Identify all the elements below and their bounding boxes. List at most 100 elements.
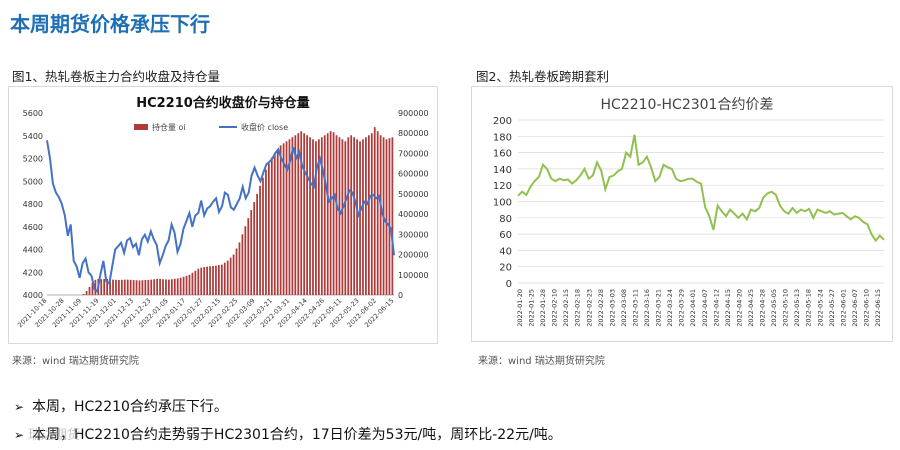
- chart1-oi-bar: [320, 137, 323, 295]
- chart2-x-tick: 2022-06-15: [874, 289, 882, 327]
- chart1-oi-bar: [118, 280, 120, 295]
- chart1-oi-bar: [85, 290, 88, 295]
- chart1-y-right-tick: 500000: [398, 190, 429, 199]
- chart1-y-right-tick: 0: [398, 291, 403, 300]
- chart1-oi-bar: [88, 286, 91, 295]
- chart1-oi-bar: [335, 135, 338, 295]
- chart1-oi-bar: [223, 262, 226, 295]
- chart1-oi-bar: [276, 149, 279, 295]
- chart1-y-left-tick: 5600: [23, 109, 43, 118]
- chart1-oi-bar: [315, 141, 317, 295]
- chart1-y-left-tick: 4800: [23, 200, 43, 209]
- chart1-y-right-tick: 300000: [398, 230, 429, 239]
- chart1-oi-bar: [241, 234, 244, 295]
- chart2-x-tick: 2022-05-24: [816, 289, 824, 327]
- chart2-x-tick: 2022-05-18: [805, 289, 813, 327]
- chart2-x-tick: 2022-02-18: [574, 289, 582, 327]
- chart1-oi-bar: [285, 141, 288, 295]
- chart1-oi-bar: [129, 279, 132, 295]
- chart1-y-left-tick: 5400: [23, 132, 43, 141]
- chart2-x-tick: 2022-03-16: [643, 289, 651, 327]
- chart1-title: HC2210合约收盘价与持仓量: [136, 95, 310, 111]
- chart2-source: 来源：wind 瑞达期货研究院: [478, 356, 605, 367]
- chart1-y-left-tick: 4000: [23, 291, 43, 300]
- chart1-oi-bar: [326, 133, 329, 295]
- chart1-oi-bar: [297, 133, 300, 295]
- chart1-oi-bar: [347, 137, 350, 295]
- watermark: 瑞达期货: [28, 428, 81, 443]
- chart2-x-tick: 2022-02-15: [562, 289, 570, 327]
- chart1-oi-bar: [262, 177, 264, 295]
- chart2-x-tick: 2022-02-10: [551, 289, 559, 327]
- chart1-oi-bar: [279, 145, 282, 295]
- chart2-spread-line: [517, 134, 885, 243]
- chart1-oi-bar: [194, 270, 197, 295]
- chart1-oi-bar: [100, 279, 103, 295]
- chart1-y-right-tick: 700000: [398, 149, 429, 158]
- chart1-oi-bar: [156, 278, 159, 295]
- chart2-x-tick: 2022-05-10: [782, 289, 790, 327]
- chart1-oi-bar: [256, 193, 258, 295]
- chart1-oi-bar: [291, 137, 294, 295]
- chart1-oi-bar: [300, 131, 303, 295]
- chart1-oi-bar: [288, 139, 291, 295]
- chart2-panel: HC2210-HC2301合约价差 200 180 160 140 120 100 80 60 4…: [471, 86, 893, 342]
- chart1-oi-bar: [123, 279, 126, 295]
- chart1-oi-bar: [232, 254, 235, 295]
- chart1-oi-bar: [188, 274, 191, 295]
- chart1-oi-bar: [270, 157, 273, 295]
- chart1-oi-bar: [165, 279, 167, 295]
- chart1-oi-bar: [200, 267, 203, 295]
- bullet-1: ➢ 本周，HC2210合约承压下行。: [14, 396, 228, 416]
- chart1-oi-bar: [120, 279, 123, 295]
- chart1-oi-bar: [267, 163, 270, 295]
- bullet-arrow-icon: ➢: [14, 428, 25, 442]
- chart1-oi-bar: [303, 133, 306, 295]
- chart1-oi-bar: [144, 280, 147, 295]
- chart1-oi-bar: [159, 278, 161, 295]
- chart1-oi-bar: [162, 279, 164, 295]
- chart1-oi-bar: [376, 131, 379, 295]
- chart1-oi-bar: [253, 201, 256, 295]
- chart1-oi-bar: [356, 139, 358, 295]
- chart1-oi-bar: [170, 279, 173, 295]
- chart1-oi-bar: [323, 135, 326, 295]
- chart2-x-tick: 2022-06-07: [851, 289, 859, 327]
- chart1-oi-bar: [247, 218, 250, 295]
- chart1-oi-bar: [362, 139, 364, 295]
- chart1-panel: HC2210合约收盘价与持仓量 持仓量 oi 收盘价 close 5600 5400 52…: [8, 86, 438, 344]
- chart1-close-line: [46, 140, 395, 294]
- chart2-x-tick: 2022-01-20: [516, 289, 524, 327]
- chart1-oi-bar: [273, 153, 276, 295]
- chart2-y-tick: 180: [493, 132, 512, 143]
- chart2-x-tick: 2022-04-28: [759, 289, 767, 327]
- chart1-oi-bar: [370, 133, 373, 295]
- chart1-oi-bar: [353, 137, 356, 295]
- chart2-svg: HC2210-HC2301合约价差20018016014012010080604…: [493, 97, 885, 327]
- chart1-y-right-tick: 800000: [398, 129, 429, 138]
- chart2-y-tick: 160: [493, 149, 512, 160]
- chart1-oi-bar: [179, 277, 182, 295]
- chart1-oi-bar: [126, 279, 129, 295]
- chart1-oi-bar: [218, 265, 220, 295]
- chart1-oi-bar: [350, 135, 353, 295]
- bullet-2: ➢ 本周，HC2210合约走势弱于HC2301合约，17日价差为53元/吨，周环比…: [14, 424, 562, 444]
- chart2-x-tick: 2022-02-28: [597, 289, 605, 327]
- chart1-oi-bar: [103, 279, 106, 295]
- chart1-oi-bar: [94, 279, 97, 295]
- chart2-x-tick: 2022-04-12: [712, 289, 720, 327]
- figure2-caption: 图2、热轧卷板跨期套利: [476, 69, 609, 84]
- chart1-legend-oi-swatch: [134, 124, 148, 130]
- chart1-oi-bar: [173, 278, 176, 295]
- chart1-oi-bar: [259, 185, 261, 295]
- bullet-2-text: 本周，HC2210合约走势弱于HC2301合约，17日价差为53元/吨，周环比-…: [32, 427, 562, 443]
- chart1-oi-bar: [388, 138, 391, 295]
- bullet-arrow-icon: ➢: [14, 400, 25, 414]
- chart2-x-tick: 2022-01-28: [539, 289, 547, 327]
- chart1-oi-bar: [82, 293, 85, 295]
- chart1-oi-bar: [294, 135, 297, 295]
- chart2-y-tick: 100: [493, 198, 512, 209]
- chart1-y-right-tick: 900000: [398, 109, 429, 118]
- chart1-oi-bar: [306, 135, 308, 295]
